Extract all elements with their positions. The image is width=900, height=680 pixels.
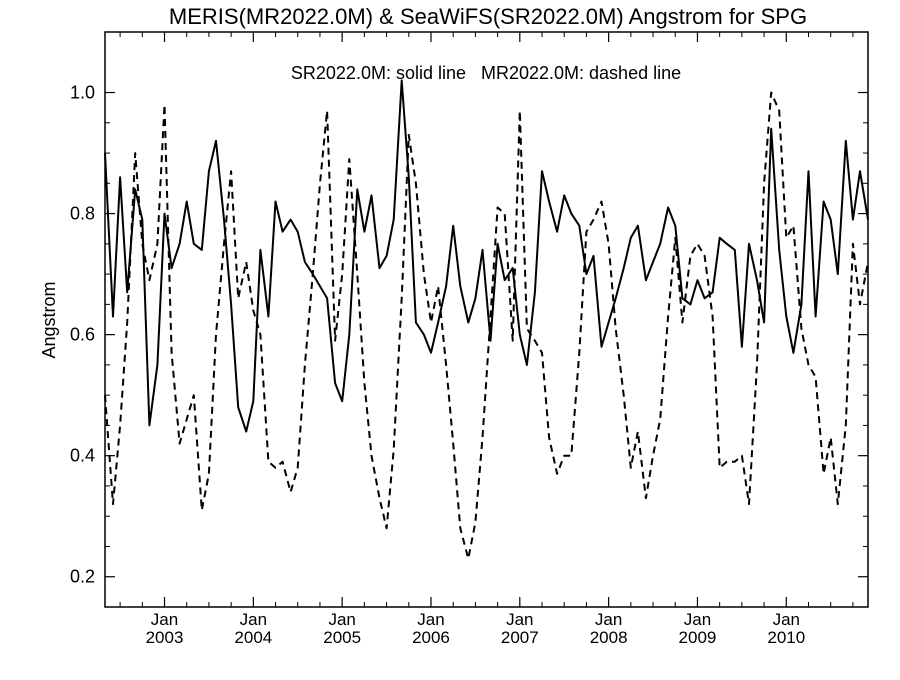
x-tick-month: Jan (506, 610, 533, 629)
series-line-mr2022-0m (104, 91, 869, 560)
y-tick-label: 1.0 (70, 83, 95, 103)
x-tick-month: Jan (151, 610, 178, 629)
x-tick-month: Jan (684, 610, 711, 629)
chart-annotation: SR2022.0M: solid line MR2022.0M: dashed … (291, 63, 681, 83)
x-tick-month: Jan (595, 610, 622, 629)
chart-title: MERIS(MR2022.0M) & SeaWiFS(SR2022.0M) An… (169, 4, 807, 29)
x-tick-month: Jan (773, 610, 800, 629)
x-tick-year: 2009 (679, 628, 717, 647)
x-tick-year: 2010 (767, 628, 805, 647)
x-tick-year: 2004 (234, 628, 272, 647)
y-axis-label: Angstrom (39, 281, 59, 358)
y-axis-ticks: 0.2 0.4 0.6 0.8 1.0 (70, 83, 868, 587)
x-tick-year: 2003 (146, 628, 184, 647)
x-axis-ticks: Jan2003Jan2004Jan2005Jan2006Jan2007Jan20… (119, 32, 854, 647)
y-tick-label: 0.6 (70, 325, 95, 345)
x-tick-year: 2008 (590, 628, 628, 647)
series-layer (104, 79, 869, 560)
y-tick-label: 0.2 (70, 567, 95, 587)
x-tick-year: 2007 (501, 628, 539, 647)
x-tick-month: Jan (240, 610, 267, 629)
x-tick-year: 2005 (323, 628, 361, 647)
y-tick-label: 0.4 (70, 446, 95, 466)
series-line-sr2022-0m (104, 79, 869, 433)
x-tick-month: Jan (328, 610, 355, 629)
plot-frame (104, 31, 869, 608)
y-tick-label: 0.8 (70, 204, 95, 224)
x-tick-month: Jan (417, 610, 444, 629)
x-tick-year: 2006 (412, 628, 450, 647)
